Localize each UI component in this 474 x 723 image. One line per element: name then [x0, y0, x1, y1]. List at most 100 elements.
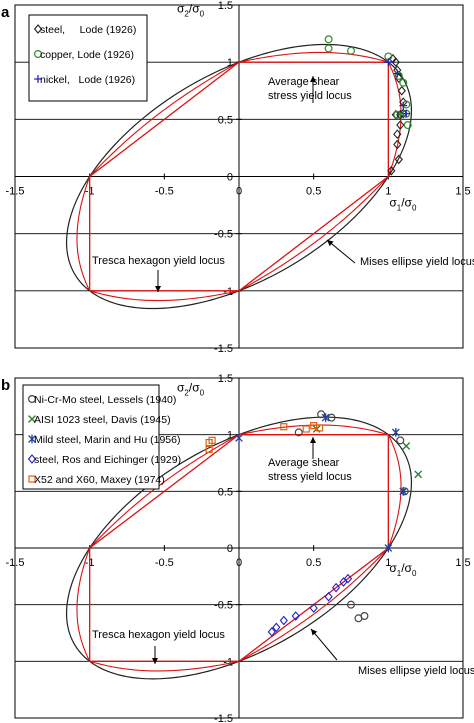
data-point-copper-lode-1926 — [393, 110, 402, 119]
data-point-nickel-lode-1926 — [384, 58, 393, 67]
data-point-steel-lode-1926 — [393, 129, 402, 140]
y-axis-label: σ2/σ0 — [177, 380, 205, 397]
x-tick-label: 0 — [236, 557, 242, 569]
data-point-steel-lode-1926 — [396, 120, 405, 130]
legend-box — [22, 384, 160, 490]
data-point-ni-cr-mo-steel-lessels-1940 — [317, 410, 326, 419]
annotation-tresca-hexagon-yield-locus: Tresca hexagon yield locus — [92, 629, 225, 641]
y-tick-label: 0.5 — [218, 486, 233, 498]
data-point-steel-ros-and-eichinger-1929 — [324, 591, 333, 602]
legend-marker — [28, 434, 36, 444]
data-point-steel-lode-1926 — [391, 57, 400, 68]
annotation-mises-ellipse-yield-locus: Mises ellipse yield locus — [360, 256, 474, 268]
x-tick-label: -1.5 — [6, 557, 25, 569]
data-point-copper-lode-1926 — [394, 71, 403, 80]
data-point-x52-and-x60-maxey-1974 — [302, 425, 310, 433]
annotation-average-shear-stress-yield-locus: Average shear stress yield locus — [268, 76, 352, 102]
data-point-ni-cr-mo-steel-lessels-1940 — [327, 413, 336, 422]
legend-entry: Ni-Cr-Mo steel, Lessels (1940) — [34, 394, 176, 406]
data-point-nickel-lode-1926 — [393, 69, 402, 78]
data-point-steel-ros-and-eichinger-1929 — [291, 611, 300, 621]
data-point-x52-and-x60-maxey-1974 — [316, 424, 324, 432]
data-point-steel-lode-1926 — [387, 165, 396, 176]
data-point-ni-cr-mo-steel-lessels-1940 — [396, 436, 405, 445]
data-point-steel-ros-and-eichinger-1929 — [267, 627, 276, 637]
data-point-copper-lode-1926 — [347, 46, 356, 55]
data-point-copper-lode-1926 — [399, 78, 408, 87]
data-point-aisi-1023-steel-davis-1945 — [414, 470, 423, 479]
data-point-steel-ros-and-eichinger-1929 — [309, 603, 318, 613]
data-point-steel-lode-1926 — [394, 154, 403, 165]
legend-marker — [27, 454, 37, 464]
data-point-x52-and-x60-maxey-1974 — [208, 436, 216, 444]
arrowhead — [311, 629, 318, 636]
legend-marker — [33, 24, 43, 34]
x-tick-label: -0.5 — [155, 186, 174, 198]
x-tick-label: -0.5 — [155, 557, 174, 569]
annotation-mises-ellipse-yield-locus: Mises ellipse yield locus — [358, 665, 474, 677]
y-tick-label: 0 — [227, 543, 233, 555]
legend-marker — [28, 475, 36, 483]
y-tick-label: 1.5 — [218, 0, 233, 12]
data-point-copper-lode-1926 — [403, 121, 412, 130]
x-tick-label: 0.5 — [306, 186, 321, 198]
x-tick-label: 1 — [385, 557, 391, 569]
data-point-ni-cr-mo-steel-lessels-1940 — [347, 600, 356, 609]
data-point-x52-and-x60-maxey-1974 — [280, 423, 288, 431]
arrowhead — [155, 286, 161, 292]
data-point-aisi-1023-steel-davis-1945 — [402, 442, 411, 450]
arrowhead — [327, 240, 334, 247]
panel-label: a — [1, 4, 10, 21]
y-tick-label: 1 — [227, 430, 233, 442]
arrowhead — [152, 658, 158, 664]
y-tick-label: 1 — [227, 57, 233, 69]
data-point-mild-steel-marin-and-hu-1956 — [384, 543, 393, 553]
y-tick-label: -1.5 — [214, 343, 233, 355]
legend-marker — [34, 75, 42, 83]
legend-marker — [28, 415, 36, 423]
data-point-copper-lode-1926 — [324, 44, 333, 53]
legend-entry: AISI 1023 steel, Davis (1945) — [34, 414, 171, 426]
data-point-ni-cr-mo-steel-lessels-1940 — [360, 611, 369, 620]
panel-b: -1.5 -1 -0.5 0 0.5 1 1.5-1.5-1-0.500.511.5σ1/σ… — [1, 373, 474, 723]
x-tick-label: -1.5 — [6, 186, 25, 198]
data-point-ni-cr-mo-steel-lessels-1940 — [400, 487, 409, 496]
legend-entry: steel, Ros and Eichinger (1929) — [34, 454, 181, 466]
annotation-average-shear-stress-yield-locus: Average shear stress yield locus — [268, 457, 352, 483]
tresca-hexagon-locus — [89, 434, 389, 662]
x-tick-label: 0 — [236, 186, 242, 198]
panel-a: -1.5 -1 -0.5 0 0.5 1 1.5-1.5-1-0.500.511.5σ1/σ… — [1, 0, 474, 355]
arrowhead — [310, 76, 316, 82]
y-tick-label: 1.5 — [218, 373, 233, 385]
y-tick-label: -0.5 — [214, 229, 233, 241]
y-tick-label: -1 — [223, 286, 233, 298]
x-axis-label: σ1/σ0 — [389, 196, 417, 213]
data-point-copper-lode-1926 — [324, 35, 333, 44]
y-tick-label: -1.5 — [214, 713, 233, 723]
annotation-tresca-hexagon-yield-locus: Tresca hexagon yield locus — [92, 255, 225, 267]
data-point-nickel-lode-1926 — [399, 101, 408, 110]
data-point-x52-and-x60-maxey-1974 — [205, 445, 213, 453]
data-point-steel-ros-and-eichinger-1929 — [272, 622, 281, 633]
data-point-steel-ros-and-eichinger-1929 — [343, 573, 353, 584]
data-point-steel-lode-1926 — [397, 85, 406, 96]
legend-entry: steel, Lode (1926) — [40, 24, 136, 36]
legend-entry: Mild steel, Marin and Hu (1956) — [34, 434, 180, 446]
data-point-steel-ros-and-eichinger-1929 — [279, 615, 288, 626]
data-point-ni-cr-mo-steel-lessels-1940 — [294, 428, 303, 437]
x-axis-label: σ1/σ0 — [389, 561, 417, 578]
panel-label: b — [1, 377, 10, 394]
y-axis-label: σ2/σ0 — [177, 1, 205, 18]
data-point-mild-steel-marin-and-hu-1956 — [235, 433, 243, 443]
annotation-arrow — [310, 628, 338, 661]
y-tick-label: -0.5 — [214, 600, 233, 612]
data-point-mild-steel-marin-and-hu-1956 — [399, 486, 408, 496]
data-point-mild-steel-marin-and-hu-1956 — [321, 413, 330, 423]
data-point-mild-steel-marin-and-hu-1956 — [391, 428, 400, 437]
legend-marker — [28, 395, 37, 404]
data-point-steel-lode-1926 — [393, 139, 402, 150]
x-tick-label: 1 — [385, 186, 391, 198]
legend-box — [28, 14, 148, 102]
y-tick-label: -1 — [223, 656, 233, 668]
